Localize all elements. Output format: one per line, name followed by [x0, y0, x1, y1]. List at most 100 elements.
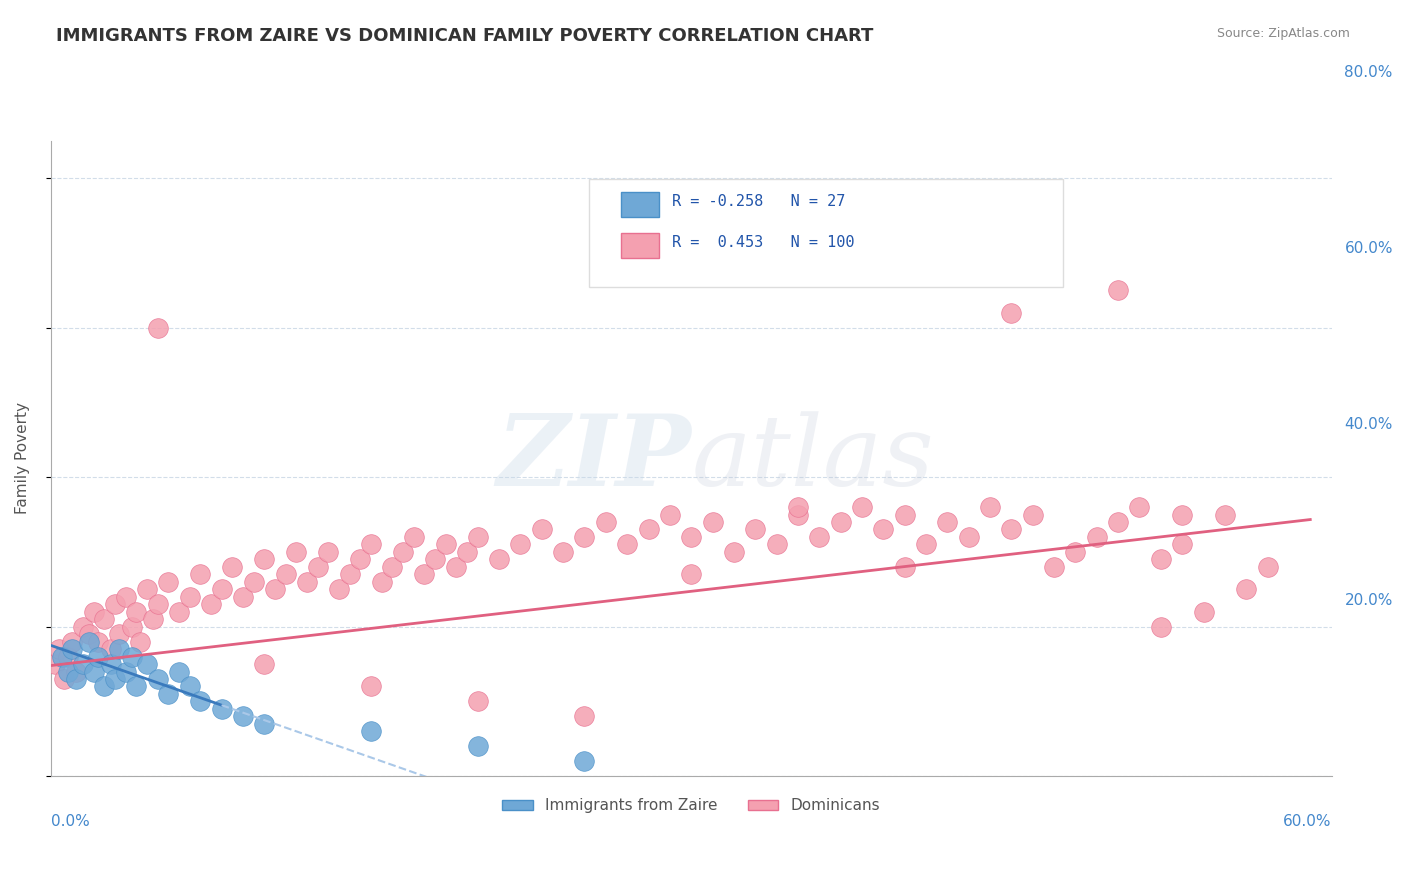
Point — [129, 634, 152, 648]
Point — [146, 672, 169, 686]
Point — [360, 537, 382, 551]
Text: 80.0%: 80.0% — [1344, 65, 1393, 80]
Point — [658, 508, 681, 522]
Point — [360, 680, 382, 694]
Text: 0.0%: 0.0% — [51, 814, 90, 830]
Point — [295, 574, 318, 589]
Point — [211, 702, 233, 716]
FancyBboxPatch shape — [589, 179, 1063, 287]
Point — [167, 665, 190, 679]
Text: IMMIGRANTS FROM ZAIRE VS DOMINICAN FAMILY POVERTY CORRELATION CHART: IMMIGRANTS FROM ZAIRE VS DOMINICAN FAMIL… — [56, 27, 873, 45]
Point — [434, 537, 457, 551]
Point — [167, 605, 190, 619]
Point — [957, 530, 980, 544]
Text: Source: ZipAtlas.com: Source: ZipAtlas.com — [1216, 27, 1350, 40]
Point — [157, 574, 180, 589]
Point — [339, 567, 361, 582]
Point — [574, 754, 596, 768]
Point — [60, 634, 83, 648]
Text: R =  0.453   N = 100: R = 0.453 N = 100 — [672, 235, 855, 250]
Point — [142, 612, 165, 626]
Point — [100, 657, 122, 671]
Point — [1022, 508, 1045, 522]
Legend: Immigrants from Zaire, Dominicans: Immigrants from Zaire, Dominicans — [496, 792, 886, 820]
Point — [135, 582, 157, 597]
Point — [274, 567, 297, 582]
Point — [232, 590, 254, 604]
Point — [509, 537, 531, 551]
Point — [530, 523, 553, 537]
Point — [1171, 537, 1194, 551]
Point — [51, 649, 73, 664]
Point — [979, 500, 1001, 514]
Point — [830, 515, 852, 529]
Point — [381, 560, 404, 574]
Point — [242, 574, 264, 589]
Point — [307, 560, 329, 574]
Point — [221, 560, 243, 574]
Point — [56, 665, 79, 679]
Point — [808, 530, 831, 544]
Point — [702, 515, 724, 529]
Point — [179, 680, 201, 694]
Point — [681, 530, 703, 544]
Point — [446, 560, 468, 574]
Point — [44, 657, 66, 671]
Text: 60.0%: 60.0% — [1344, 241, 1393, 256]
Point — [200, 597, 222, 611]
Point — [253, 717, 276, 731]
Text: ZIP: ZIP — [496, 410, 692, 507]
Point — [1128, 500, 1150, 514]
Point — [264, 582, 287, 597]
Point — [125, 605, 148, 619]
Point — [77, 627, 100, 641]
Point — [1192, 605, 1215, 619]
Point — [723, 545, 745, 559]
Point — [488, 552, 510, 566]
Point — [104, 597, 127, 611]
Point — [1085, 530, 1108, 544]
Point — [83, 665, 105, 679]
Point — [872, 523, 894, 537]
Point — [285, 545, 308, 559]
Point — [1234, 582, 1257, 597]
Point — [72, 657, 94, 671]
Point — [1171, 508, 1194, 522]
Point — [936, 515, 959, 529]
Point — [1150, 552, 1173, 566]
Point — [121, 649, 143, 664]
Point — [253, 657, 276, 671]
Point — [211, 582, 233, 597]
Point — [574, 530, 596, 544]
Point — [188, 567, 211, 582]
Text: 60.0%: 60.0% — [1284, 814, 1331, 830]
Point — [157, 687, 180, 701]
Point — [616, 537, 638, 551]
Point — [637, 523, 659, 537]
Point — [893, 560, 915, 574]
Point — [851, 500, 873, 514]
Point — [574, 709, 596, 723]
Point — [349, 552, 371, 566]
Text: atlas: atlas — [692, 411, 934, 506]
Point — [93, 612, 115, 626]
Point — [83, 605, 105, 619]
Point — [179, 590, 201, 604]
FancyBboxPatch shape — [621, 192, 659, 217]
Point — [108, 642, 131, 657]
Point — [72, 620, 94, 634]
Point — [1107, 515, 1129, 529]
Point — [52, 672, 75, 686]
Point — [595, 515, 617, 529]
Point — [56, 649, 79, 664]
Point — [146, 320, 169, 334]
Point — [1257, 560, 1279, 574]
Point — [48, 642, 70, 657]
Point — [370, 574, 392, 589]
Point — [146, 597, 169, 611]
Point — [87, 649, 110, 664]
Point — [318, 545, 340, 559]
FancyBboxPatch shape — [621, 233, 659, 259]
Point — [893, 508, 915, 522]
Point — [121, 620, 143, 634]
